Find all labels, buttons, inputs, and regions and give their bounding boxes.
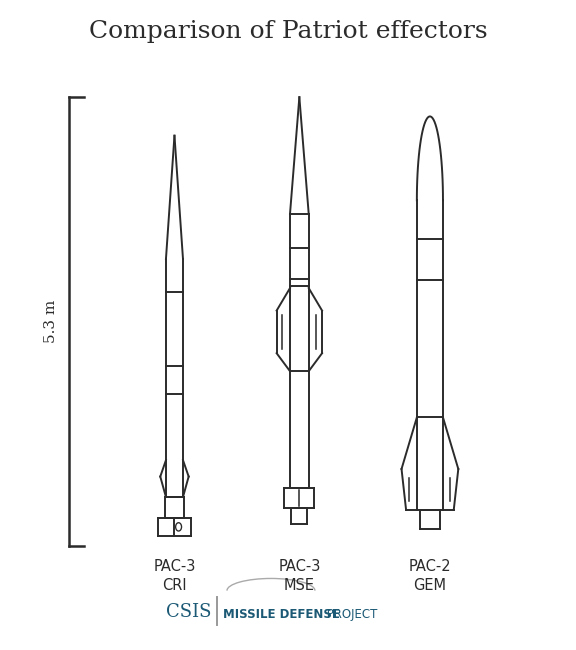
Text: PAC-2
GEM: PAC-2 GEM: [408, 559, 451, 593]
Text: PAC-3
CRI: PAC-3 CRI: [153, 559, 196, 593]
Text: PAC-3
MSE: PAC-3 MSE: [278, 559, 320, 593]
Text: 5.3 m: 5.3 m: [44, 300, 58, 343]
Text: Comparison of Patriot effectors: Comparison of Patriot effectors: [89, 20, 487, 43]
Text: MISSILE DEFENSE: MISSILE DEFENSE: [223, 608, 340, 621]
Text: CSIS: CSIS: [166, 603, 211, 621]
Text: PROJECT: PROJECT: [323, 608, 378, 621]
